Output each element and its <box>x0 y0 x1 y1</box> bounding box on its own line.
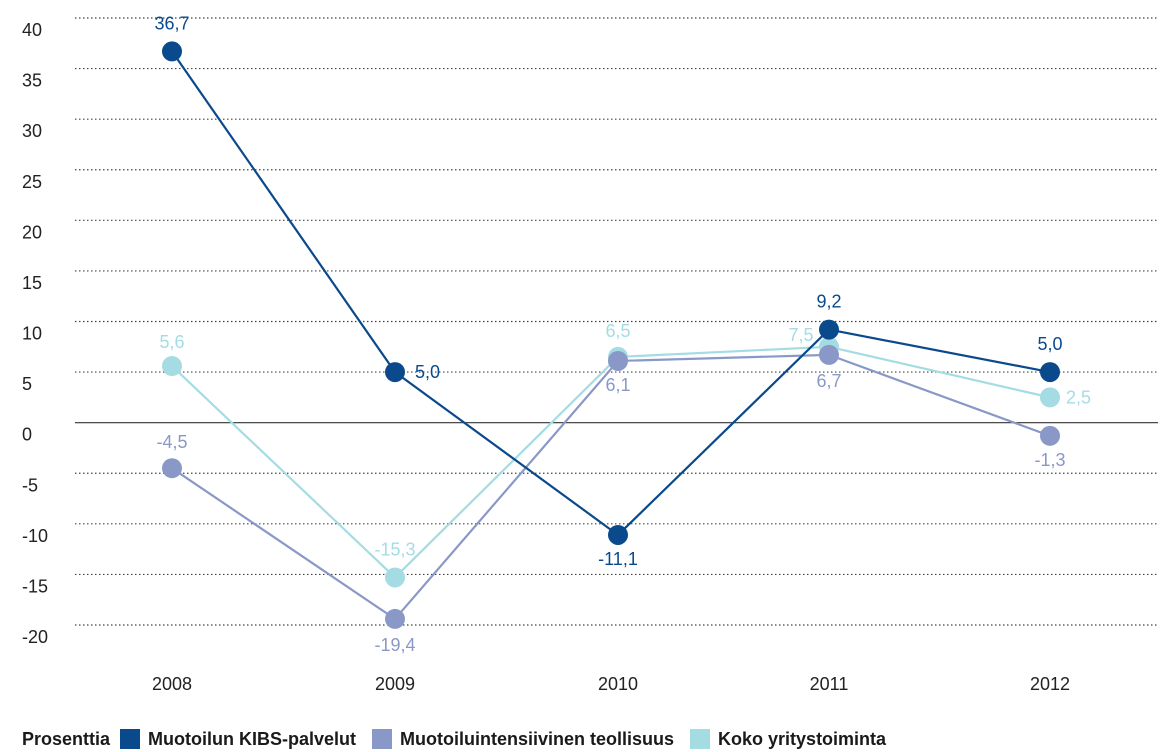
data-label: 5,0 <box>415 362 440 382</box>
data-point <box>162 41 182 62</box>
data-point <box>608 524 628 545</box>
data-point <box>162 356 182 377</box>
y-tick-label: 10 <box>22 324 42 344</box>
legend-title: Prosenttia <box>22 728 111 749</box>
x-tick-label: 2008 <box>152 674 192 694</box>
data-point <box>819 319 839 340</box>
y-tick-label: -20 <box>22 627 48 647</box>
data-label: 5,0 <box>1037 334 1062 354</box>
data-point <box>385 608 405 629</box>
data-point <box>162 458 182 479</box>
legend-item-teollisuus: Muotoiluintensiivinen teollisuus <box>372 729 674 750</box>
series-line <box>171 50 1051 537</box>
data-label: -19,4 <box>374 635 415 655</box>
data-label: -4,5 <box>156 432 187 452</box>
legend-label-koko: Koko yritystoiminta <box>718 728 887 749</box>
y-tick-label: 40 <box>22 20 42 40</box>
data-label: -15,3 <box>374 539 415 559</box>
data-point <box>1040 387 1060 408</box>
x-tick-label: 2012 <box>1030 674 1070 694</box>
legend-swatch-kibs <box>120 729 141 749</box>
x-axis-ticks: 2008 2009 2010 2011 2012 <box>152 674 1070 694</box>
series-layer <box>162 41 1060 629</box>
y-tick-label: -15 <box>22 576 48 596</box>
legend-swatch-koko <box>690 729 711 749</box>
data-point <box>819 344 839 365</box>
y-tick-label: 5 <box>22 374 32 394</box>
data-label: 7,5 <box>788 325 813 345</box>
data-point <box>1040 425 1060 446</box>
x-tick-label: 2009 <box>375 674 415 694</box>
y-tick-label: 35 <box>22 71 42 91</box>
data-label: -11,1 <box>598 549 638 569</box>
legend-swatch-teollisuus <box>372 729 393 749</box>
data-label: 6,7 <box>816 371 841 391</box>
legend-item-kibs: Muotoilun KIBS-palvelut <box>120 729 356 750</box>
y-tick-label: 25 <box>22 172 42 192</box>
y-tick-label: -10 <box>22 526 48 546</box>
data-label: 6,1 <box>605 375 630 395</box>
y-tick-label: 0 <box>22 425 32 445</box>
data-label: 6,5 <box>605 321 630 341</box>
legend: Prosenttia Muotoilun KIBS-palvelut Muoto… <box>22 726 902 752</box>
legend-item-koko: Koko yritystoiminta <box>690 729 886 750</box>
y-tick-label: 15 <box>22 273 42 293</box>
data-label: 5,6 <box>159 332 184 352</box>
data-label: -1,3 <box>1034 450 1065 470</box>
data-label: 9,2 <box>816 292 841 312</box>
y-tick-label: -5 <box>22 475 38 495</box>
data-point <box>385 567 405 588</box>
data-labels: 5,6 -15,3 6,5 7,5 2,5 -4,5 -19,4 6,1 6,7 -1,3 36,7… <box>154 13 1091 655</box>
data-point <box>1040 362 1060 383</box>
y-tick-label: 30 <box>22 121 42 141</box>
x-tick-label: 2010 <box>598 674 638 694</box>
data-label: 2,5 <box>1066 387 1091 407</box>
data-point <box>385 362 405 383</box>
data-point <box>608 350 628 371</box>
legend-label-kibs: Muotoilun KIBS-palvelut <box>148 728 357 749</box>
legend-label-teollisuus: Muotoiluintensiivinen teollisuus <box>400 728 675 749</box>
x-tick-label: 2011 <box>810 674 849 694</box>
y-axis-ticks: 40 35 30 25 20 15 10 5 0 -5 -10 -15 -20 <box>22 20 48 647</box>
y-tick-label: 20 <box>22 222 42 242</box>
data-label: 36,7 <box>154 13 189 33</box>
